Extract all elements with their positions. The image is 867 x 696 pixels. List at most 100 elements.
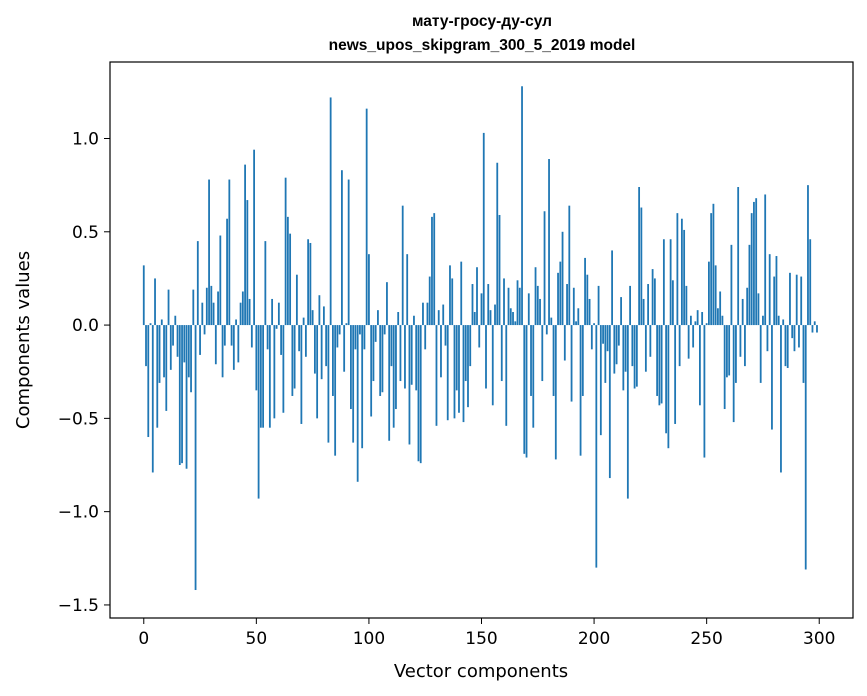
bar bbox=[190, 325, 192, 393]
bar bbox=[813, 321, 816, 326]
bar bbox=[811, 325, 814, 333]
bar bbox=[795, 274, 798, 326]
bar bbox=[203, 325, 206, 335]
bar bbox=[593, 323, 595, 326]
bar bbox=[449, 265, 451, 326]
bar bbox=[322, 306, 325, 326]
x-tick-label: 50 bbox=[246, 629, 268, 649]
x-tick-label: 200 bbox=[578, 629, 610, 649]
bar bbox=[431, 216, 433, 326]
bar bbox=[404, 325, 406, 389]
bar bbox=[759, 325, 762, 383]
bar bbox=[363, 325, 366, 350]
bar bbox=[487, 284, 490, 326]
bar bbox=[710, 213, 713, 326]
bar bbox=[717, 308, 719, 326]
chart-subtitle: news_upos_skipgram_300_5_2019 model bbox=[329, 37, 636, 54]
bar bbox=[214, 325, 217, 365]
bar bbox=[320, 325, 323, 380]
bar bbox=[552, 325, 555, 396]
bar bbox=[167, 289, 170, 326]
bar bbox=[644, 325, 647, 372]
bar bbox=[428, 276, 431, 326]
bar bbox=[532, 325, 535, 428]
bar bbox=[633, 325, 636, 389]
bar bbox=[253, 149, 255, 326]
bar bbox=[635, 325, 638, 387]
bar bbox=[446, 325, 449, 421]
bar bbox=[217, 291, 219, 326]
bar bbox=[327, 325, 330, 443]
bar bbox=[377, 310, 379, 326]
bar bbox=[653, 278, 656, 326]
bar bbox=[773, 276, 776, 326]
bar bbox=[356, 325, 359, 482]
bar bbox=[557, 272, 559, 326]
bar bbox=[419, 325, 422, 464]
bar bbox=[662, 239, 665, 326]
bar bbox=[595, 325, 598, 568]
bar bbox=[473, 312, 476, 326]
bar bbox=[512, 312, 514, 326]
bar bbox=[489, 310, 492, 326]
bar bbox=[606, 325, 609, 352]
bar bbox=[685, 285, 688, 326]
bar bbox=[755, 198, 758, 326]
bar bbox=[341, 170, 343, 326]
bar bbox=[401, 205, 404, 326]
bar bbox=[309, 242, 312, 326]
bar bbox=[730, 244, 733, 326]
bar bbox=[194, 325, 197, 591]
bar bbox=[395, 325, 397, 410]
bar bbox=[694, 321, 697, 326]
bar bbox=[739, 325, 742, 357]
bar bbox=[451, 278, 454, 326]
bar bbox=[617, 325, 620, 346]
bar bbox=[370, 325, 373, 417]
bar bbox=[248, 298, 251, 326]
x-tick-label: 300 bbox=[803, 629, 835, 649]
bar bbox=[458, 325, 460, 413]
bar bbox=[723, 325, 726, 410]
y-tick-label: 1.0 bbox=[72, 129, 99, 149]
y-tick-label: 0.5 bbox=[72, 223, 99, 243]
bar bbox=[444, 325, 447, 346]
bar bbox=[304, 325, 307, 357]
bar bbox=[543, 211, 546, 326]
bar bbox=[178, 325, 181, 465]
bar bbox=[286, 216, 289, 326]
bar bbox=[397, 312, 400, 326]
bar bbox=[172, 325, 174, 346]
bar bbox=[264, 241, 267, 326]
bar bbox=[802, 325, 805, 383]
bar bbox=[581, 325, 584, 396]
bar bbox=[500, 325, 503, 382]
bar bbox=[415, 325, 418, 391]
bar bbox=[151, 325, 154, 473]
bar bbox=[782, 319, 785, 326]
bar bbox=[336, 325, 339, 348]
bar bbox=[741, 298, 744, 326]
bar bbox=[708, 261, 710, 326]
x-axis-ticks: 0 50 100 150 200 250 300 bbox=[138, 618, 835, 649]
bar bbox=[176, 325, 179, 357]
bar bbox=[302, 317, 305, 326]
bar bbox=[620, 297, 622, 326]
bar bbox=[406, 254, 409, 326]
bar bbox=[298, 325, 301, 352]
bar bbox=[259, 325, 262, 428]
bar bbox=[196, 241, 199, 326]
bar bbox=[534, 267, 537, 326]
bar bbox=[392, 325, 395, 428]
bar bbox=[181, 325, 183, 464]
bar bbox=[503, 278, 505, 326]
bar bbox=[523, 325, 526, 454]
bar bbox=[232, 325, 235, 370]
bar bbox=[464, 325, 467, 382]
bar bbox=[687, 325, 690, 359]
bar bbox=[683, 229, 686, 326]
bar bbox=[678, 325, 681, 367]
bar bbox=[622, 325, 625, 391]
bar bbox=[374, 325, 377, 342]
bar bbox=[665, 325, 668, 434]
